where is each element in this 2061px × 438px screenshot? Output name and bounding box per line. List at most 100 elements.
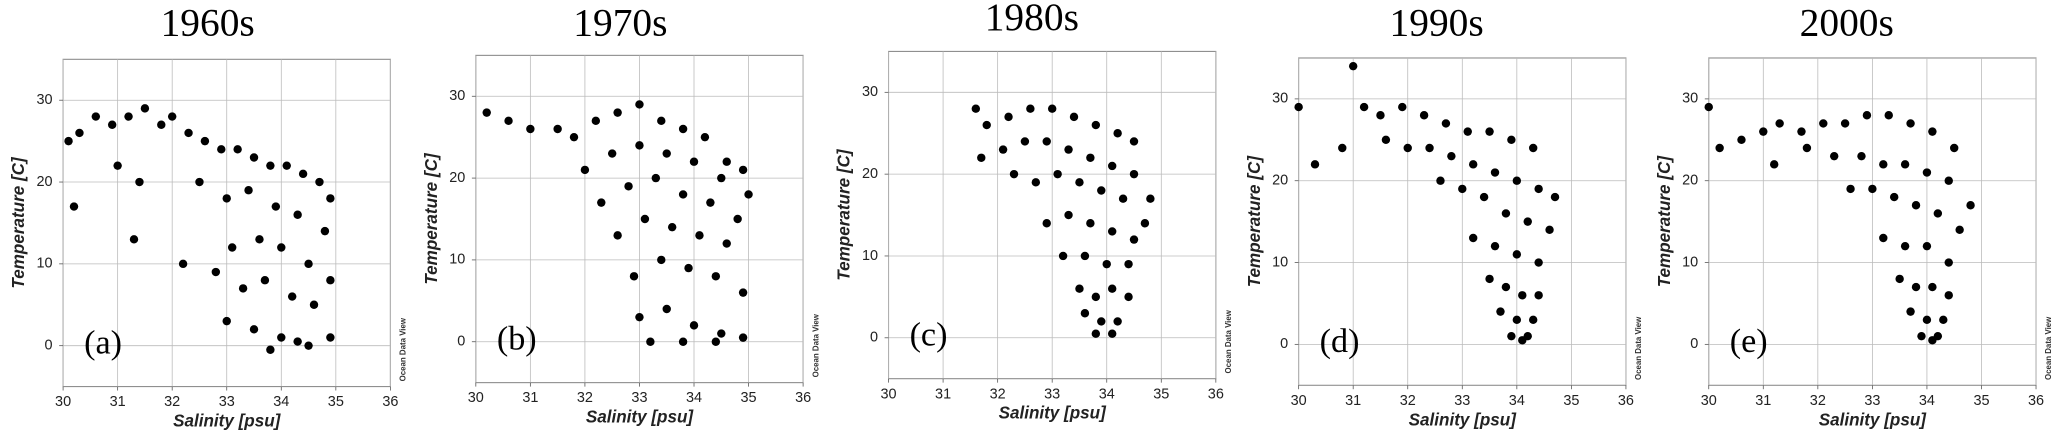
point xyxy=(689,321,699,330)
point xyxy=(1966,201,1975,210)
x-tick-label: 32 xyxy=(164,394,180,410)
point xyxy=(1895,274,1904,284)
point xyxy=(569,132,579,142)
y-tick-label: 10 xyxy=(1682,254,1698,270)
point xyxy=(1507,135,1516,145)
x-axis-label: Salinity [psu] xyxy=(173,412,282,431)
point xyxy=(1846,184,1855,194)
watermark: Ocean Data View xyxy=(811,313,820,377)
point xyxy=(1534,258,1543,267)
point xyxy=(1485,127,1494,136)
point xyxy=(1545,225,1554,235)
x-axis-label: Salinity [psu] xyxy=(1409,410,1518,429)
point xyxy=(1857,151,1866,161)
point xyxy=(249,153,259,162)
point xyxy=(293,210,302,219)
y-axis-label: Temperature [C] xyxy=(1655,155,1674,288)
point xyxy=(1124,259,1133,269)
point xyxy=(1518,291,1527,300)
point xyxy=(69,202,79,211)
point xyxy=(1129,235,1139,244)
point xyxy=(298,169,308,179)
y-tick-label: 10 xyxy=(862,248,878,264)
y-tick-label: 0 xyxy=(870,330,878,346)
point xyxy=(326,194,335,203)
point xyxy=(1868,184,1877,194)
point xyxy=(1917,331,1926,341)
point xyxy=(178,259,188,269)
point xyxy=(700,132,710,142)
point xyxy=(326,276,335,285)
point xyxy=(738,165,748,175)
point xyxy=(1097,186,1106,195)
point xyxy=(1829,151,1839,161)
panel-title: 2000s xyxy=(1800,0,1894,44)
point xyxy=(1075,178,1084,187)
y-axis-label: Temperature [C] xyxy=(9,156,28,289)
point xyxy=(107,120,117,129)
point xyxy=(304,341,313,350)
point xyxy=(1759,127,1768,136)
point xyxy=(526,124,535,134)
point xyxy=(1922,241,1932,251)
x-tick-label: 31 xyxy=(1345,393,1361,409)
y-tick-label: 10 xyxy=(449,252,465,268)
point xyxy=(255,235,264,244)
point xyxy=(304,259,313,269)
point xyxy=(651,173,661,183)
panel: 1970s 30 31 32 33 34 35 36 0 10 20 30 (b) Salinity [p… xyxy=(422,0,820,426)
point xyxy=(1004,112,1013,122)
panel: 1960s 30 31 32 33 34 35 36 0 10 20 30 (a) Salinity [p… xyxy=(9,0,407,430)
point xyxy=(1490,241,1500,251)
y-tick-label: 10 xyxy=(37,256,53,272)
point xyxy=(1704,102,1713,112)
point xyxy=(1840,119,1850,128)
point xyxy=(1458,184,1467,194)
point xyxy=(1501,282,1511,292)
point xyxy=(266,161,275,170)
x-tick-label: 34 xyxy=(686,390,702,406)
x-tick-label: 33 xyxy=(1864,393,1880,409)
point xyxy=(326,333,335,342)
x-tick-label: 36 xyxy=(795,390,811,406)
panel-label: (a) xyxy=(84,325,122,362)
point xyxy=(717,329,726,338)
point xyxy=(1933,331,1943,341)
point xyxy=(1501,209,1511,218)
point xyxy=(613,108,622,117)
point xyxy=(1398,102,1407,112)
point xyxy=(646,337,655,346)
point xyxy=(1053,169,1062,179)
point xyxy=(706,198,715,207)
point xyxy=(91,112,101,121)
point xyxy=(1447,151,1456,161)
point xyxy=(1819,119,1828,128)
point xyxy=(1419,111,1429,120)
point xyxy=(711,337,721,346)
x-tick-label: 31 xyxy=(110,394,126,410)
x-tick-label: 36 xyxy=(1618,393,1634,409)
y-tick-label: 30 xyxy=(1682,91,1698,107)
point xyxy=(157,120,166,129)
point xyxy=(1879,233,1888,243)
point xyxy=(662,304,671,314)
point xyxy=(1294,102,1303,112)
x-axis-label: Salinity [psu] xyxy=(586,408,695,427)
point xyxy=(553,124,562,134)
y-tick-label: 0 xyxy=(1280,336,1288,352)
point xyxy=(1906,119,1915,128)
point xyxy=(744,190,753,199)
panel-label: (d) xyxy=(1320,323,1360,360)
y-tick-label: 0 xyxy=(457,334,465,350)
point xyxy=(1338,143,1347,153)
point xyxy=(597,198,606,207)
panel-label: (b) xyxy=(497,321,537,358)
point xyxy=(1949,143,1959,153)
point xyxy=(1091,292,1101,302)
point xyxy=(1425,143,1434,153)
point xyxy=(1911,282,1921,292)
point xyxy=(1031,178,1041,187)
point xyxy=(135,177,144,187)
point xyxy=(1042,219,1051,228)
